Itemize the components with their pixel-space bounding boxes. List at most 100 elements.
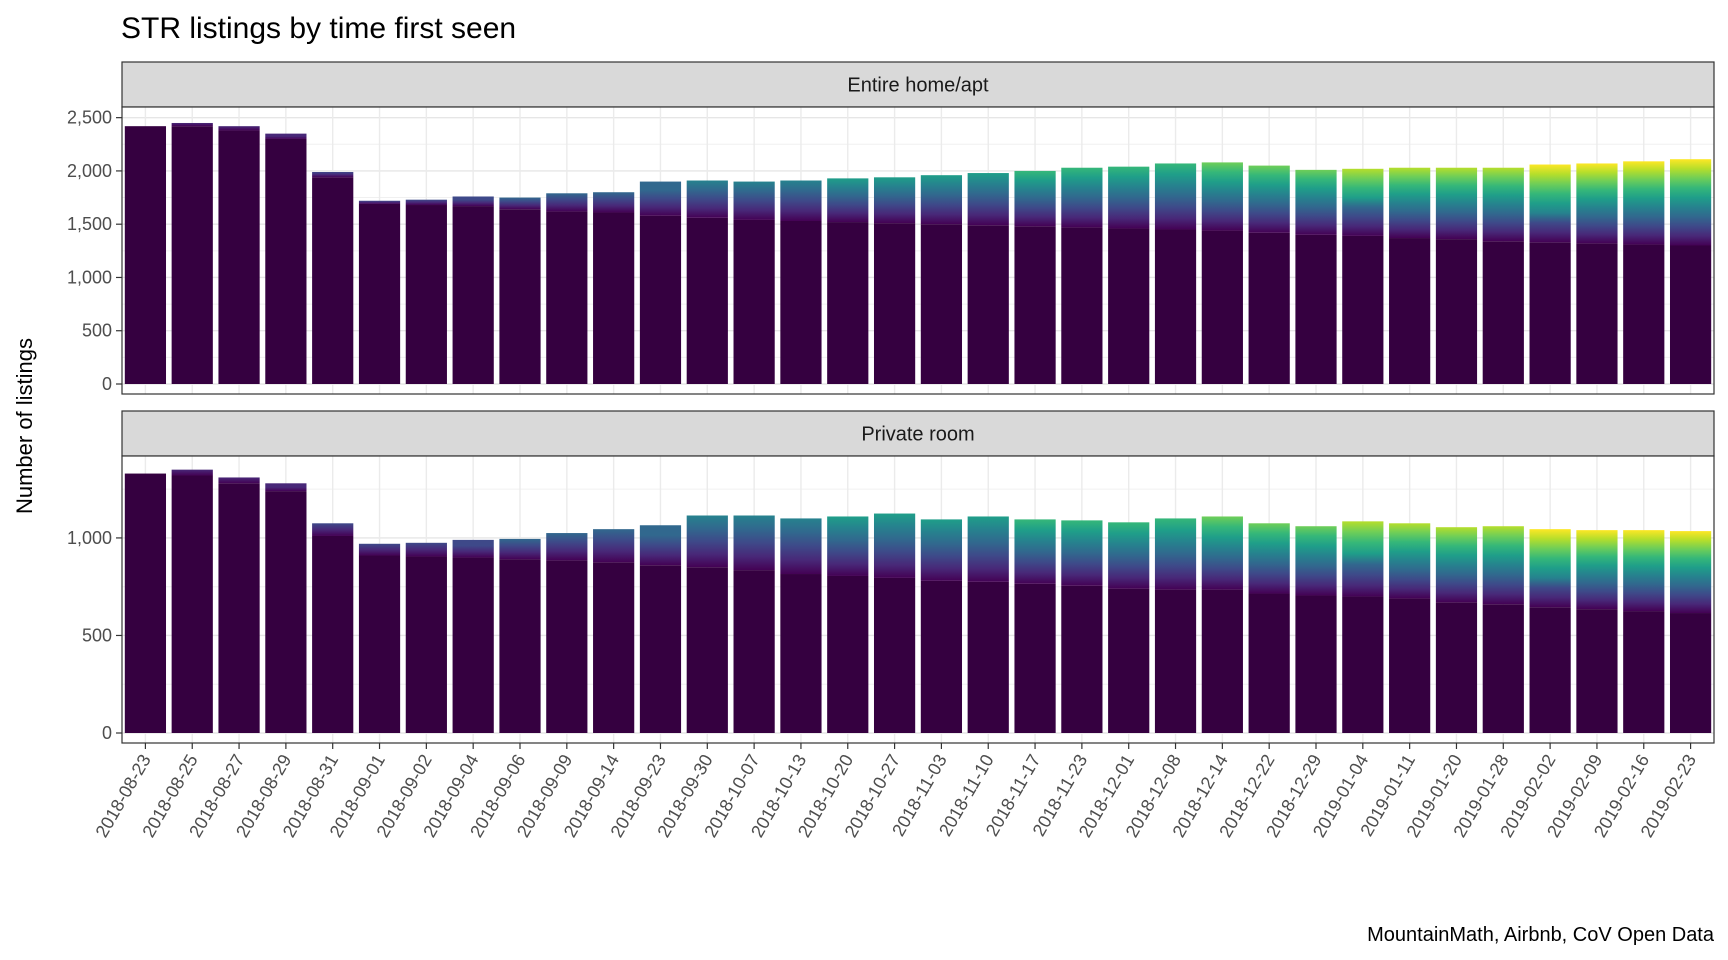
bar-new-listings-segment [171,122,213,127]
bar-new-listings-segment [546,533,588,561]
facet-strip-label: Entire home/apt [847,75,989,97]
bar-base-segment [171,475,213,733]
y-tick-label: 0 [102,723,112,743]
bar [312,171,354,384]
bar-base-segment [1482,604,1524,733]
bar [1576,163,1618,384]
bar-base-segment [827,575,869,733]
bar-new-listings-segment [1154,518,1197,590]
bar-new-listings-segment [873,177,916,224]
bar-new-listings-segment [686,180,728,218]
bar-base-segment [873,223,916,384]
chart-caption: MountainMath, Airbnb, CoV Open Data [1367,924,1715,946]
bar [967,516,1009,733]
bar [499,538,541,733]
bar [1529,529,1571,733]
bar [358,543,401,733]
bar-base-segment [733,570,775,733]
bar-new-listings-segment [358,200,401,204]
bar [1295,169,1337,384]
bar [218,126,260,384]
panel-border [121,455,1715,744]
bar [1576,530,1618,733]
bar [218,477,260,733]
bar-new-listings-segment [218,477,260,484]
bar-new-listings-segment [920,519,963,581]
bar-new-listings-segment [1482,526,1524,605]
bar-new-listings-segment [1482,167,1524,242]
bar-new-listings-segment [1342,168,1384,236]
bar [686,515,728,733]
bar-base-segment [1061,227,1103,384]
bar-base-segment [1529,607,1571,733]
bar-new-listings-segment [312,171,354,178]
panel-border [121,106,1715,395]
bar [546,193,588,384]
y-axis-label: Number of listings [12,338,37,514]
bar-new-listings-segment [546,193,588,212]
bar-base-segment [1061,585,1103,733]
bar-base-segment [452,206,494,384]
bar-new-listings-segment [1248,165,1290,233]
bar [1623,530,1665,733]
bar-base-segment [1669,613,1712,733]
bar-new-listings-segment [1108,166,1150,229]
bar-new-listings-segment [1389,523,1431,599]
bar-new-listings-segment [312,523,354,536]
bar [1014,170,1056,384]
y-tick-label: 1,000 [67,528,112,548]
bar-new-listings-segment [1201,516,1243,590]
bar-base-segment [920,224,963,384]
bar-new-listings-segment [733,515,775,571]
bar-new-listings-segment [639,525,682,566]
bar-new-listings-segment [1014,170,1056,227]
bar-base-segment [1435,602,1478,733]
bar-new-listings-segment [171,469,213,476]
bar-new-listings-segment [452,196,494,207]
panel-entire-home: Entire home/apt 0 500 1,000 1,500 2,000 2,500 [67,61,1715,395]
bar [1342,521,1384,733]
bar [1201,516,1243,733]
bar-new-listings-segment [967,516,1009,582]
bar [1623,161,1665,384]
bar [780,180,822,384]
bar [1669,159,1712,384]
bar [1201,162,1243,384]
bar [733,181,775,384]
bar-new-listings-segment [780,518,822,575]
bar [124,473,167,733]
bar-new-listings-segment [358,543,401,556]
bar-base-segment [1154,589,1197,733]
bar-base-segment [452,557,494,733]
bar-base-segment [546,560,588,733]
bar-new-listings-segment [780,180,822,221]
bar-new-listings-segment [265,133,307,139]
bar [405,199,447,384]
bar-base-segment [546,211,588,384]
bar-base-segment [1248,232,1290,384]
bar [1529,164,1571,384]
bar-new-listings-segment [827,516,869,576]
bar [920,175,963,384]
bar-base-segment [1342,235,1384,384]
bar-base-segment [312,535,354,733]
bar-base-segment [1108,588,1150,733]
bar-new-listings-segment [967,173,1009,226]
facet-strip [121,410,1715,457]
bar-base-segment [780,574,822,733]
bar-base-segment [218,483,260,733]
bar-new-listings-segment [1108,522,1150,589]
bar-new-listings-segment [405,199,447,206]
bar-base-segment [733,219,775,384]
bar [1669,531,1712,733]
bar [733,515,775,733]
bar [1435,167,1478,384]
bar-base-segment [780,220,822,384]
bar-base-segment [686,567,728,733]
bar [265,133,307,384]
y-tick-label: 500 [82,625,112,645]
bar [1389,167,1431,384]
bar-base-segment [1295,595,1337,733]
bar-base-segment [639,565,682,733]
bar-base-segment [1623,244,1665,384]
